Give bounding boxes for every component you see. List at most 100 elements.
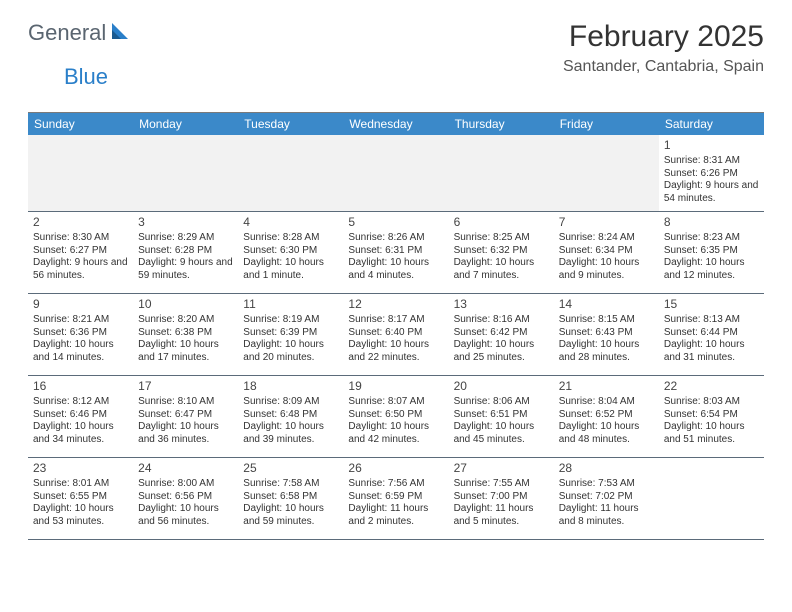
daylight-text: Daylight: 10 hours and 48 minutes. xyxy=(559,421,654,446)
sunrise-text: Sunrise: 8:15 AM xyxy=(559,314,654,327)
weekday-header: Friday xyxy=(554,113,659,135)
calendar-cell: 26Sunrise: 7:56 AMSunset: 6:59 PMDayligh… xyxy=(343,458,448,540)
daylight-text: Daylight: 11 hours and 2 minutes. xyxy=(348,503,443,528)
day-number: 3 xyxy=(138,215,233,230)
calendar-cell: 10Sunrise: 8:20 AMSunset: 6:38 PMDayligh… xyxy=(133,294,238,376)
weekday-header: Tuesday xyxy=(238,113,343,135)
calendar-row: 2Sunrise: 8:30 AMSunset: 6:27 PMDaylight… xyxy=(28,212,764,294)
sunset-text: Sunset: 6:36 PM xyxy=(33,327,128,340)
daylight-text: Daylight: 10 hours and 56 minutes. xyxy=(138,503,233,528)
calendar-cell: 11Sunrise: 8:19 AMSunset: 6:39 PMDayligh… xyxy=(238,294,343,376)
daylight-text: Daylight: 9 hours and 54 minutes. xyxy=(664,180,759,205)
sunrise-text: Sunrise: 8:06 AM xyxy=(454,396,549,409)
day-number: 26 xyxy=(348,461,443,476)
sunset-text: Sunset: 6:28 PM xyxy=(138,245,233,258)
weekday-header: Thursday xyxy=(449,113,554,135)
calendar-cell: 5Sunrise: 8:26 AMSunset: 6:31 PMDaylight… xyxy=(343,212,448,294)
sunrise-text: Sunrise: 8:09 AM xyxy=(243,396,338,409)
sunset-text: Sunset: 6:31 PM xyxy=(348,245,443,258)
sunrise-text: Sunrise: 7:55 AM xyxy=(454,478,549,491)
day-number: 8 xyxy=(664,215,759,230)
calendar-cell: 27 Sunrise: 7:55 AMSunset: 7:00 PMDayligh… xyxy=(449,458,554,540)
day-number: 1 xyxy=(664,138,759,153)
sunrise-text: Sunrise: 8:16 AM xyxy=(454,314,549,327)
sunrise-text: Sunrise: 8:20 AM xyxy=(138,314,233,327)
sunrise-text: Sunrise: 8:12 AM xyxy=(33,396,128,409)
calendar-cell: 12Sunrise: 8:17 AMSunset: 6:40 PMDayligh… xyxy=(343,294,448,376)
sunrise-text: Sunrise: 8:25 AM xyxy=(454,232,549,245)
sunrise-text: Sunrise: 8:30 AM xyxy=(33,232,128,245)
calendar-row: 9Sunrise: 8:21 AMSunset: 6:36 PMDaylight… xyxy=(28,294,764,376)
weekday-header: Wednesday xyxy=(343,113,448,135)
calendar-cell: 7Sunrise: 8:24 AMSunset: 6:34 PMDaylight… xyxy=(554,212,659,294)
calendar-cell: 24Sunrise: 8:00 AMSunset: 6:56 PMDayligh… xyxy=(133,458,238,540)
weekday-header: Monday xyxy=(133,113,238,135)
calendar-row: 16Sunrise: 8:12 AMSunset: 6:46 PMDayligh… xyxy=(28,376,764,458)
day-number: 5 xyxy=(348,215,443,230)
sunset-text: Sunset: 6:26 PM xyxy=(664,168,759,181)
sunset-text: Sunset: 7:00 PM xyxy=(454,491,549,504)
day-number: 24 xyxy=(138,461,233,476)
calendar-cell: 22Sunrise: 8:03 AMSunset: 6:54 PMDayligh… xyxy=(659,376,764,458)
sunset-text: Sunset: 6:32 PM xyxy=(454,245,549,258)
weekday-header: Sunday xyxy=(28,113,133,135)
sunset-text: Sunset: 6:46 PM xyxy=(33,409,128,422)
daylight-text: Daylight: 10 hours and 20 minutes. xyxy=(243,339,338,364)
calendar-cell: 3 Sunrise: 8:29 AMSunset: 6:28 PMDaylight… xyxy=(133,212,238,294)
sunrise-text: Sunrise: 8:19 AM xyxy=(243,314,338,327)
sunset-text: Sunset: 6:47 PM xyxy=(138,409,233,422)
calendar-cell: 6Sunrise: 8:25 AMSunset: 6:32 PMDaylight… xyxy=(449,212,554,294)
sunrise-text: Sunrise: 7:58 AM xyxy=(243,478,338,491)
weekday-header-row: Sunday Monday Tuesday Wednesday Thursday… xyxy=(28,113,764,135)
logo-text-blue: Blue xyxy=(64,64,108,89)
day-number: 15 xyxy=(664,297,759,312)
sunrise-text: Sunrise: 8:01 AM xyxy=(33,478,128,491)
weekday-header: Saturday xyxy=(659,113,764,135)
day-number: 22 xyxy=(664,379,759,394)
sunrise-text: Sunrise: 8:28 AM xyxy=(243,232,338,245)
day-number: 20 xyxy=(454,379,549,394)
daylight-text: Daylight: 11 hours and 5 minutes. xyxy=(454,503,549,528)
sunrise-text: Sunrise: 8:07 AM xyxy=(348,396,443,409)
sunset-text: Sunset: 6:44 PM xyxy=(664,327,759,340)
day-number: 16 xyxy=(33,379,128,394)
day-number: 4 xyxy=(243,215,338,230)
daylight-text: Daylight: 9 hours and 59 minutes. xyxy=(138,257,233,282)
daylight-text: Daylight: 10 hours and 12 minutes. xyxy=(664,257,759,282)
calendar-cell: 1Sunrise: 8:31 AMSunset: 6:26 PMDaylight… xyxy=(659,135,764,212)
daylight-text: Daylight: 10 hours and 34 minutes. xyxy=(33,421,128,446)
calendar-table: Sunday Monday Tuesday Wednesday Thursday… xyxy=(28,113,764,540)
daylight-text: Daylight: 10 hours and 9 minutes. xyxy=(559,257,654,282)
logo: General xyxy=(28,20,136,46)
sunset-text: Sunset: 6:48 PM xyxy=(243,409,338,422)
sunrise-text: Sunrise: 8:04 AM xyxy=(559,396,654,409)
daylight-text: Daylight: 10 hours and 4 minutes. xyxy=(348,257,443,282)
sunset-text: Sunset: 6:42 PM xyxy=(454,327,549,340)
calendar-row: 1Sunrise: 8:31 AMSunset: 6:26 PMDaylight… xyxy=(28,135,764,212)
sunset-text: Sunset: 6:30 PM xyxy=(243,245,338,258)
calendar-cell: 18Sunrise: 8:09 AMSunset: 6:48 PMDayligh… xyxy=(238,376,343,458)
daylight-text: Daylight: 11 hours and 8 minutes. xyxy=(559,503,654,528)
calendar-cell: 13Sunrise: 8:16 AMSunset: 6:42 PMDayligh… xyxy=(449,294,554,376)
calendar-cell xyxy=(659,458,764,540)
day-number: 13 xyxy=(454,297,549,312)
daylight-text: Daylight: 10 hours and 59 minutes. xyxy=(243,503,338,528)
daylight-text: Daylight: 10 hours and 28 minutes. xyxy=(559,339,654,364)
sunrise-text: Sunrise: 8:29 AM xyxy=(138,232,233,245)
calendar-cell: 28Sunrise: 7:53 AMSunset: 7:02 PMDayligh… xyxy=(554,458,659,540)
calendar-cell: 8Sunrise: 8:23 AMSunset: 6:35 PMDaylight… xyxy=(659,212,764,294)
day-number: 27 xyxy=(454,461,549,476)
sunset-text: Sunset: 6:34 PM xyxy=(559,245,654,258)
sunrise-text: Sunrise: 8:10 AM xyxy=(138,396,233,409)
daylight-text: Daylight: 10 hours and 42 minutes. xyxy=(348,421,443,446)
day-number: 10 xyxy=(138,297,233,312)
sunset-text: Sunset: 6:38 PM xyxy=(138,327,233,340)
sunrise-text: Sunrise: 8:17 AM xyxy=(348,314,443,327)
daylight-text: Daylight: 10 hours and 51 minutes. xyxy=(664,421,759,446)
sunset-text: Sunset: 6:35 PM xyxy=(664,245,759,258)
calendar-cell xyxy=(343,135,448,212)
calendar-cell: 25Sunrise: 7:58 AMSunset: 6:58 PMDayligh… xyxy=(238,458,343,540)
sunset-text: Sunset: 6:51 PM xyxy=(454,409,549,422)
daylight-text: Daylight: 10 hours and 31 minutes. xyxy=(664,339,759,364)
calendar-cell: 17Sunrise: 8:10 AMSunset: 6:47 PMDayligh… xyxy=(133,376,238,458)
